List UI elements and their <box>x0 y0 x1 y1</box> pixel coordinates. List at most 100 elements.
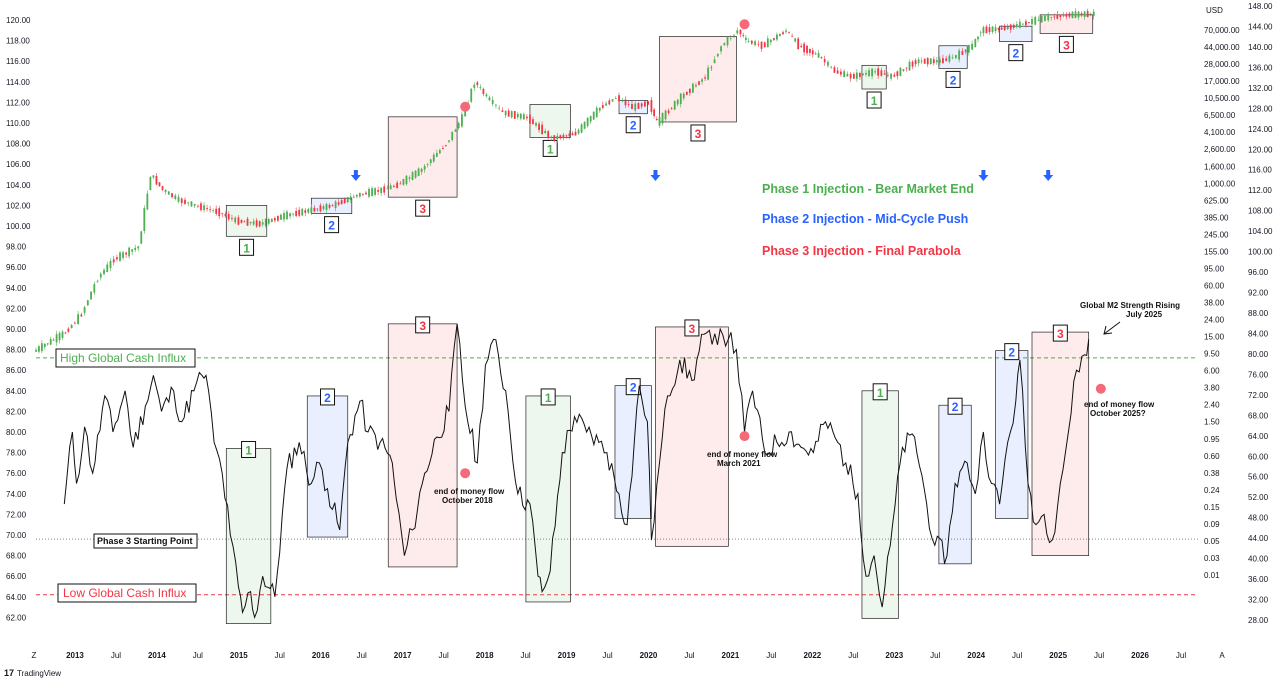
price-candle <box>122 252 124 258</box>
axes: 62.00 64.00 66.00 68.00 70.00 72.00 74.00 76.00… <box>6 2 1273 660</box>
x-axis-tick: Jul <box>766 651 776 660</box>
price-candle <box>423 165 426 170</box>
price-candle <box>237 217 240 225</box>
eom-2021-line1: end of money flow <box>707 450 778 459</box>
price-candle <box>896 71 899 77</box>
far-right-axis-tick: 96.00 <box>1248 268 1269 277</box>
price-candle <box>152 175 155 178</box>
m2-phase-badge-label: 2 <box>324 391 331 405</box>
far-right-axis-tick: 48.00 <box>1248 514 1269 523</box>
price-candle <box>917 59 920 63</box>
price-candle <box>673 100 676 110</box>
price-candle <box>634 103 637 111</box>
eom-2021-line2: March 2021 <box>717 459 761 468</box>
price-candle <box>782 32 784 35</box>
price-phase-badge <box>690 124 706 142</box>
price-candle <box>454 129 457 132</box>
price-candle <box>362 193 364 195</box>
price-candle <box>234 217 237 223</box>
price-candle <box>994 27 997 31</box>
price-candle <box>553 135 556 142</box>
x-axis-tick: Jul <box>1176 651 1186 660</box>
x-axis-tick: Jul <box>357 651 367 660</box>
m2-phase-badge <box>241 440 257 458</box>
price-candle <box>744 37 747 41</box>
price-candle <box>38 346 40 352</box>
price-candle <box>951 57 954 59</box>
price-candle <box>479 87 482 89</box>
price-candle <box>688 88 691 93</box>
right-axis-tick: 1,000.00 <box>1204 179 1236 188</box>
left-axis-tick: 64.00 <box>6 593 27 602</box>
m2-phase-badge-label: 1 <box>545 391 552 405</box>
price-candle <box>794 38 797 42</box>
left-axis-tick: 66.00 <box>6 572 27 581</box>
price-candle <box>80 314 83 317</box>
price-candle <box>482 88 485 95</box>
price-candle <box>595 107 598 117</box>
price-candle <box>785 30 787 32</box>
down-arrow-icon <box>350 170 361 181</box>
price-candle <box>167 191 170 195</box>
x-axis-tick: 2022 <box>803 651 821 660</box>
m2-phase-badge-label: 1 <box>877 386 884 400</box>
price-candle <box>451 131 454 141</box>
price-candle <box>40 343 43 352</box>
price-candle <box>621 100 624 102</box>
price-candle <box>522 114 525 120</box>
price-candle <box>547 131 550 139</box>
price-candle <box>559 135 562 139</box>
price-candle <box>1053 16 1056 18</box>
level-labels: High Global Cash Influx Phase 3 Starting… <box>55 348 198 603</box>
price-candle <box>583 121 586 129</box>
price-candle <box>280 214 282 220</box>
x-axis-tick: Jul <box>520 651 530 660</box>
price-candle <box>754 41 756 46</box>
price-candle <box>640 103 643 107</box>
x-axis-tick: 2015 <box>230 651 248 660</box>
price-candle <box>849 73 852 79</box>
price-candle <box>310 207 313 214</box>
price-candle <box>510 111 513 118</box>
price-candle <box>307 208 310 213</box>
price-candle <box>340 200 343 205</box>
price-candle <box>1062 15 1065 17</box>
price-candle <box>833 67 836 73</box>
price-candle <box>70 325 73 329</box>
price-candle <box>249 221 252 224</box>
price-candle <box>273 218 276 221</box>
far-right-axis-tick: 112.00 <box>1248 186 1272 195</box>
m2-rising-line1: Global M2 Strength Rising <box>1080 301 1180 310</box>
price-candle <box>277 215 279 221</box>
price-candle <box>504 110 507 116</box>
price-candle <box>886 74 889 76</box>
price-candle <box>485 94 488 97</box>
price-candle <box>929 58 932 65</box>
price-candle <box>670 108 673 110</box>
price-series <box>35 8 1095 354</box>
price-candle <box>1034 16 1037 25</box>
price-candle <box>739 29 742 35</box>
price-candle <box>779 34 781 37</box>
price-candle <box>58 332 61 341</box>
price-candle <box>146 193 149 210</box>
x-axis-tick: A <box>1219 651 1225 660</box>
left-axis-tick: 112.00 <box>6 98 30 107</box>
price-candle <box>556 135 559 140</box>
price-candle <box>902 68 905 71</box>
x-axis-tick: 2025 <box>1049 651 1067 660</box>
price-candle <box>720 46 722 52</box>
price-candle <box>1083 11 1086 17</box>
m2-phase-badge <box>684 319 700 337</box>
left-axis-tick: 74.00 <box>6 490 27 499</box>
far-right-axis-tick: 132.00 <box>1248 84 1273 93</box>
money-flow-end-dot <box>460 468 471 479</box>
price-candle <box>839 71 842 75</box>
x-axis-tick: Jul <box>684 651 694 660</box>
price-candle <box>800 45 803 48</box>
right-axis-tick: 9.50 <box>1204 350 1220 359</box>
price-candle <box>158 182 161 187</box>
eom-2018-line1: end of money flow <box>434 487 505 496</box>
currency-label: USD <box>1206 6 1223 15</box>
